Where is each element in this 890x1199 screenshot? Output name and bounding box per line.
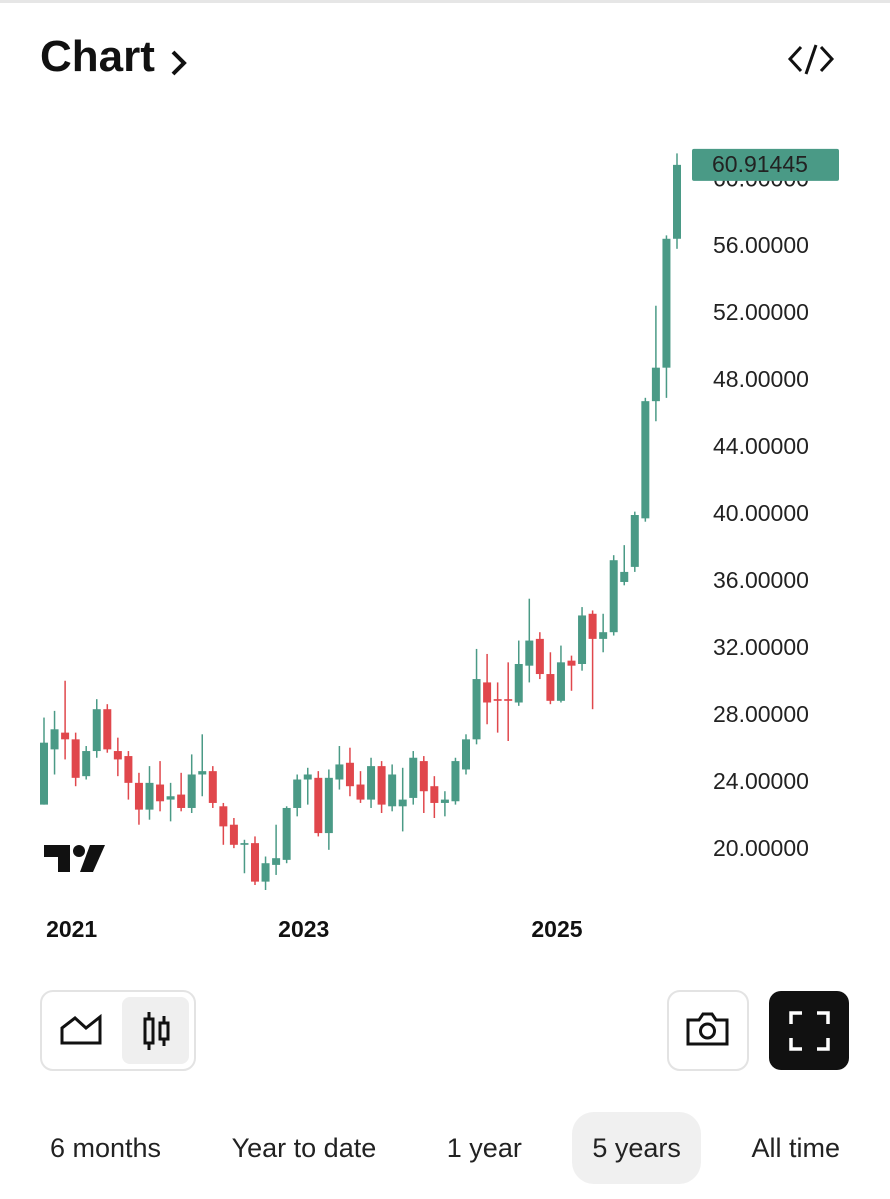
last-price-tag <box>692 148 839 181</box>
candle-body <box>409 757 418 798</box>
y-tick-label: 28.00000 <box>713 701 809 727</box>
x-tick-label: 2021 <box>46 916 97 942</box>
candle-body <box>578 615 587 664</box>
title[interactable]: Chart <box>40 32 155 82</box>
embed-icon[interactable] <box>787 44 835 75</box>
x-tick-label: 2023 <box>278 916 329 942</box>
range-button[interactable]: 6 months <box>50 1133 162 1163</box>
candle-body <box>40 742 48 805</box>
y-tick-label: 56.00000 <box>713 232 809 258</box>
candle-body <box>229 824 238 845</box>
y-tick-label: 40.00000 <box>713 500 809 526</box>
candle-body <box>303 774 312 780</box>
candle-body <box>134 782 143 810</box>
candle-body <box>261 863 270 882</box>
chart: 20.00000 24.00000 28.00000 32.00000 36.00000… <box>40 44 849 1071</box>
range-selector: 6 months Year to date 1 year 5 years All tim… <box>30 1112 860 1184</box>
range-button[interactable]: Year to date <box>231 1133 377 1163</box>
candle-body <box>514 663 523 703</box>
candle-body <box>367 766 376 800</box>
candle-body <box>620 571 629 582</box>
candle-body <box>525 640 534 666</box>
candle-body <box>251 843 259 882</box>
candle-body <box>535 638 544 675</box>
candle-body <box>113 751 122 760</box>
candle-body <box>208 771 217 803</box>
candle-body <box>609 560 618 633</box>
range-button[interactable]: All time <box>751 1133 840 1163</box>
candle-body <box>50 729 59 750</box>
candle-body <box>641 401 650 519</box>
candle-body <box>462 739 470 770</box>
candle-body <box>282 807 291 860</box>
tradingview-logo <box>44 845 105 872</box>
candle-body <box>377 766 386 805</box>
candle-body <box>272 858 281 865</box>
candle-body <box>451 761 460 802</box>
candle-body <box>483 682 492 703</box>
title-text[interactable]: Chart <box>40 32 155 81</box>
y-tick-label: 36.00000 <box>713 567 809 593</box>
candle-body <box>356 784 365 800</box>
candle-body <box>177 794 186 808</box>
range-button[interactable]: 1 year <box>446 1133 522 1163</box>
last-price-label: 60.91445 <box>712 151 808 177</box>
y-tick-label: 44.00000 <box>713 433 809 459</box>
candle-body <box>419 761 428 792</box>
screenshot-button[interactable] <box>667 990 749 1071</box>
candle-body <box>588 613 597 639</box>
candle-body <box>546 674 555 701</box>
y-tick-label: 48.00000 <box>713 366 809 392</box>
candle-body <box>103 709 112 750</box>
x-tick-label: 2025 <box>531 916 582 942</box>
candle-body <box>82 751 91 777</box>
candle-body <box>187 774 196 808</box>
title-chevron <box>171 50 187 76</box>
candle-body <box>440 799 449 803</box>
candle-body <box>293 779 302 808</box>
candle-body <box>673 164 681 239</box>
candle-body <box>651 367 660 402</box>
fullscreen-button[interactable] <box>769 991 849 1070</box>
candle-icon <box>143 1012 170 1050</box>
candle-body <box>472 679 481 740</box>
y-tick-label: 32.00000 <box>713 634 809 660</box>
candle-body <box>166 796 175 800</box>
area-style-button[interactable] <box>60 1013 102 1045</box>
candle-body <box>504 699 513 701</box>
candle-body <box>630 515 639 567</box>
candle-body <box>345 762 354 787</box>
candle-body <box>314 777 323 834</box>
candle-body <box>493 699 502 701</box>
y-tick-label: 52.00000 <box>713 299 809 325</box>
candle-body <box>124 756 133 783</box>
candle-body <box>335 764 344 780</box>
candle-body <box>324 777 333 834</box>
candle-body <box>430 786 439 803</box>
candle-body <box>556 662 565 701</box>
candle-style-button[interactable] <box>122 997 189 1064</box>
candle-body <box>92 709 101 752</box>
range-button[interactable]: 5 years <box>572 1112 701 1184</box>
candle-body <box>71 739 80 778</box>
y-tick-label: 20.00000 <box>713 835 809 861</box>
candle-body <box>599 632 608 639</box>
candle-body <box>240 843 249 845</box>
candle-body <box>198 771 207 775</box>
top-border <box>0 0 890 3</box>
y-tick-label: 24.00000 <box>713 768 809 794</box>
fullscreen-icon <box>789 1011 830 1051</box>
camera-icon <box>686 1012 729 1046</box>
candle-body <box>156 784 165 802</box>
candle-body <box>219 806 228 827</box>
candle-body <box>145 782 154 810</box>
candle-body <box>388 774 397 807</box>
candle-body <box>398 799 407 807</box>
candle-body <box>662 238 671 368</box>
candle-body <box>567 660 576 666</box>
candle-body <box>61 732 70 740</box>
